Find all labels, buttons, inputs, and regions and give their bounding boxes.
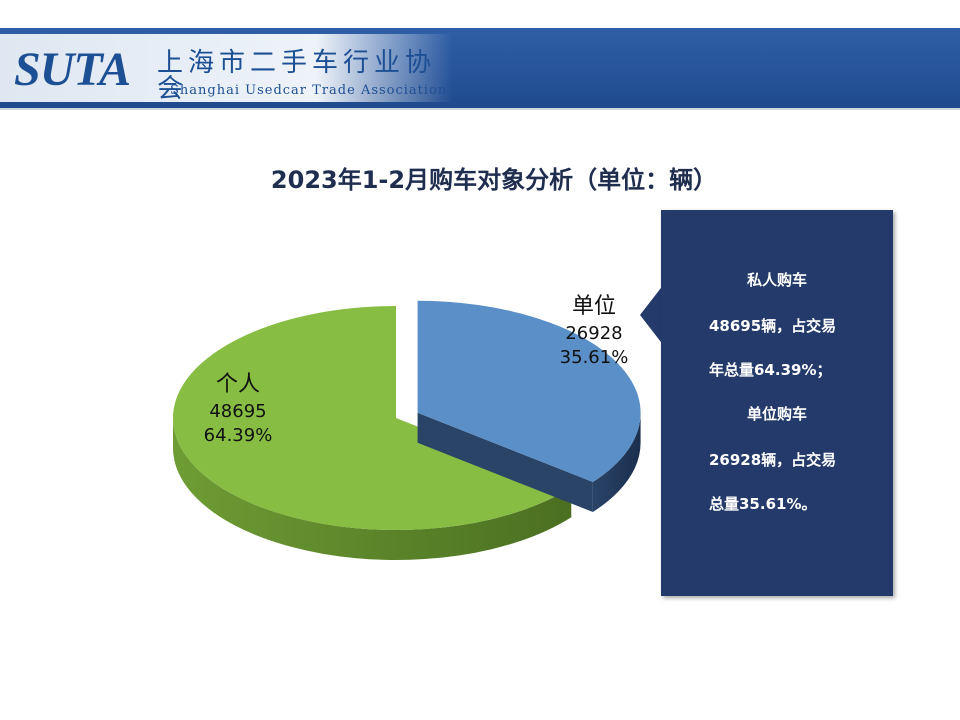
pie-slice-unit xyxy=(417,300,641,483)
logo-wordmark: SUTA xyxy=(14,43,131,96)
pie-slice-side-personal xyxy=(173,418,572,561)
callout-line-6: 总量35.61%。 xyxy=(709,495,817,513)
slice-percent-unit: 35.61% xyxy=(559,347,629,368)
chart-title: 2023年1-2月购车对象分析（单位：辆） xyxy=(270,166,718,194)
slice-value-unit: 26928 xyxy=(565,323,623,344)
org-name-english: Shanghai Usedcar Trade Association xyxy=(170,83,448,98)
callout-line-1: 私人购车 xyxy=(746,271,807,289)
callout-line-3: 年总量64.39%； xyxy=(709,361,832,379)
pie-slice-side-unit xyxy=(592,412,641,513)
pie-slice-wall-unit xyxy=(417,412,593,513)
callout-line-2: 48695辆，占交易 xyxy=(709,317,837,335)
callout-line-5: 26928辆，占交易 xyxy=(709,451,837,469)
slice-label-unit: 单位 26928 35.61% xyxy=(548,292,640,370)
slice-category-personal: 个人 xyxy=(215,372,260,397)
slice-category-unit: 单位 xyxy=(571,294,616,319)
slice-value-personal: 48695 xyxy=(209,401,267,422)
callout-pointer xyxy=(640,284,664,346)
summary-callout: 私人购车 48695辆，占交易 年总量64.39%； 单位购车 26928辆，占… xyxy=(661,210,893,596)
pie-slice-personal xyxy=(173,306,572,530)
slice-label-personal: 个人 48695 64.39% xyxy=(192,370,284,448)
callout-line-4: 单位购车 xyxy=(746,405,807,423)
header-banner: SUTA 上海市二手车行业协会 Shanghai Usedcar Trade A… xyxy=(0,28,960,110)
association-logo: SUTA 上海市二手车行业协会 Shanghai Usedcar Trade A… xyxy=(0,34,452,102)
slice-percent-personal: 64.39% xyxy=(203,425,273,446)
org-name-chinese: 上海市二手车行业协会 xyxy=(157,48,437,104)
